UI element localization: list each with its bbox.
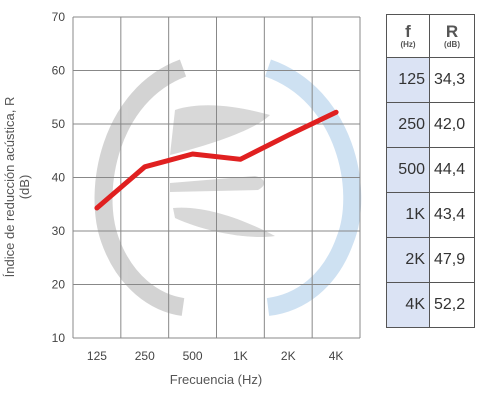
- cell-reduction: 43,4: [429, 192, 475, 238]
- cell-reduction: 47,9: [429, 237, 475, 283]
- y-tick-label: 30: [52, 224, 66, 238]
- x-tick-label: 500: [183, 349, 203, 363]
- acoustic-chart: 10 20 30 40 50 60 70 125 250 500 1K 2K 4K: [52, 10, 362, 363]
- x-tick-label: 1K: [233, 349, 248, 363]
- cell-reduction: 42,0: [429, 102, 475, 148]
- header-frequency: f (Hz): [386, 14, 430, 58]
- y-tick-label: 20: [52, 278, 66, 292]
- y-tick-label: 40: [52, 171, 66, 185]
- cell-frequency: 250: [386, 102, 430, 148]
- table-row: 500 44,4: [386, 147, 475, 193]
- y-tick-label: 60: [52, 64, 66, 78]
- table-row: 125 34,3: [386, 57, 475, 103]
- y-tick-label: 10: [52, 331, 66, 345]
- cell-reduction: 44,4: [429, 147, 475, 193]
- x-tick-label: 125: [87, 349, 107, 363]
- header-r-label: R: [445, 22, 459, 41]
- x-axis-label: Frecuencia (Hz): [169, 372, 263, 387]
- cell-reduction: 52,2: [429, 282, 475, 328]
- cell-reduction: 34,3: [429, 57, 475, 103]
- table-row: 4K 52,2: [386, 282, 475, 328]
- series-line: [94, 109, 339, 211]
- header-f-unit: (Hz): [400, 40, 416, 49]
- y-tick-label: 50: [52, 117, 66, 131]
- header-f-label: f: [405, 22, 411, 41]
- cell-frequency: 1K: [386, 192, 430, 238]
- y-tick-labels: 10 20 30 40 50 60 70: [52, 10, 66, 345]
- cell-frequency: 4K: [386, 282, 430, 328]
- header-r-unit: (dB): [444, 40, 460, 49]
- plot-grid: [72, 16, 361, 339]
- y-axis-label: Índice de reducción acústica, R (dB): [2, 96, 32, 278]
- x-tick-label: 2K: [281, 349, 296, 363]
- x-tick-label: 250: [135, 349, 155, 363]
- x-tick-label: 4K: [329, 349, 344, 363]
- table-row: 250 42,0: [386, 102, 475, 148]
- watermark-logo: [94, 59, 362, 316]
- table-row: 2K 47,9: [386, 237, 475, 283]
- table-header-row: f (Hz) R (dB): [386, 14, 475, 58]
- cell-frequency: 2K: [386, 237, 430, 283]
- x-tick-labels: 125 250 500 1K 2K 4K: [87, 349, 344, 363]
- y-tick-label: 70: [52, 10, 66, 24]
- header-reduction: R (dB): [429, 14, 475, 58]
- results-table: f (Hz) R (dB) 125 34,3 250 42,0 500 44,4…: [386, 14, 475, 328]
- table-row: 1K 43,4: [386, 192, 475, 238]
- cell-frequency: 500: [386, 147, 430, 193]
- cell-frequency: 125: [386, 57, 430, 103]
